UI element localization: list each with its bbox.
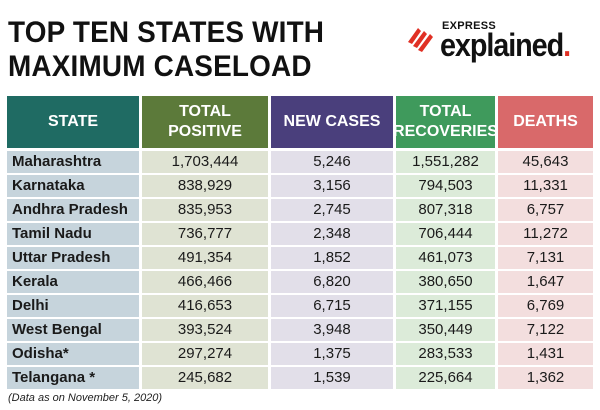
cell-state: West Bengal <box>7 319 139 341</box>
table-row: West Bengal 393,524 3,948 350,449 7,122 <box>7 319 593 341</box>
cell-deaths: 1,647 <box>498 271 593 293</box>
logo-dot: . <box>563 27 571 63</box>
cell-total-recoveries: 1,551,282 <box>396 151 495 173</box>
table-row: Karnataka 838,929 3,156 794,503 11,331 <box>7 175 593 197</box>
cell-state: Odisha* <box>7 343 139 365</box>
cell-state: Andhra Pradesh <box>7 199 139 221</box>
cell-deaths: 45,643 <box>498 151 593 173</box>
cell-deaths: 11,272 <box>498 223 593 245</box>
cell-deaths: 1,362 <box>498 367 593 389</box>
express-explained-logo: EXPRESS explained. <box>404 18 594 68</box>
cell-new-cases: 1,375 <box>271 343 393 365</box>
cell-total-positive: 736,777 <box>142 223 268 245</box>
table-row: Andhra Pradesh 835,953 2,745 807,318 6,757 <box>7 199 593 221</box>
cell-new-cases: 6,715 <box>271 295 393 317</box>
table-row: Uttar Pradesh 491,354 1,852 461,073 7,131 <box>7 247 593 269</box>
cell-deaths: 7,122 <box>498 319 593 341</box>
title-line-2: MAXIMUM CASELOAD <box>8 50 312 83</box>
table-row: Delhi 416,653 6,715 371,155 6,769 <box>7 295 593 317</box>
cell-total-recoveries: 807,318 <box>396 199 495 221</box>
cell-total-positive: 1,703,444 <box>142 151 268 173</box>
cell-total-positive: 245,682 <box>142 367 268 389</box>
logo-express-text: EXPRESS <box>442 20 497 32</box>
cell-total-recoveries: 794,503 <box>396 175 495 197</box>
cell-new-cases: 1,539 <box>271 367 393 389</box>
cell-total-positive: 491,354 <box>142 247 268 269</box>
header-new-cases: NEW CASES <box>271 96 393 148</box>
cell-new-cases: 2,348 <box>271 223 393 245</box>
cell-state: Tamil Nadu <box>7 223 139 245</box>
cell-new-cases: 3,948 <box>271 319 393 341</box>
cell-state: Maharashtra <box>7 151 139 173</box>
cell-new-cases: 5,246 <box>271 151 393 173</box>
table-row: Tamil Nadu 736,777 2,348 706,444 11,272 <box>7 223 593 245</box>
cell-new-cases: 6,820 <box>271 271 393 293</box>
cell-total-recoveries: 380,650 <box>396 271 495 293</box>
header-deaths: DEATHS <box>498 96 593 148</box>
header-total-positive: TOTAL POSITIVE <box>142 96 268 148</box>
cell-total-positive: 297,274 <box>142 343 268 365</box>
cell-total-recoveries: 706,444 <box>396 223 495 245</box>
table-row: Odisha* 297,274 1,375 283,533 1,431 <box>7 343 593 365</box>
logo-explained-text: explained. <box>440 27 571 63</box>
data-date-note: (Data as on November 5, 2020) <box>8 392 163 404</box>
cell-new-cases: 1,852 <box>271 247 393 269</box>
table-row: Telangana * 245,682 1,539 225,664 1,362 <box>7 367 593 389</box>
cell-total-recoveries: 371,155 <box>396 295 495 317</box>
cell-state: Kerala <box>7 271 139 293</box>
table-header-row: STATE TOTAL POSITIVE NEW CASES TOTAL REC… <box>7 96 593 148</box>
cell-total-positive: 466,466 <box>142 271 268 293</box>
express-logo-icon <box>408 28 433 52</box>
cell-state: Delhi <box>7 295 139 317</box>
cell-total-positive: 835,953 <box>142 199 268 221</box>
page-title: TOP TEN STATES WITH MAXIMUM CASELOAD <box>8 16 343 84</box>
header-total-recoveries: TOTAL RECOVERIES <box>393 96 498 148</box>
cell-total-recoveries: 225,664 <box>396 367 495 389</box>
cell-deaths: 1,431 <box>498 343 593 365</box>
cell-new-cases: 3,156 <box>271 175 393 197</box>
header-state: STATE <box>7 96 139 148</box>
cell-total-positive: 416,653 <box>142 295 268 317</box>
table-row: Kerala 466,466 6,820 380,650 1,647 <box>7 271 593 293</box>
title-line-1: TOP TEN STATES WITH <box>8 16 325 49</box>
cell-total-recoveries: 283,533 <box>396 343 495 365</box>
cell-state: Uttar Pradesh <box>7 247 139 269</box>
cell-state: Karnataka <box>7 175 139 197</box>
cell-total-positive: 838,929 <box>142 175 268 197</box>
cell-deaths: 11,331 <box>498 175 593 197</box>
cell-deaths: 7,131 <box>498 247 593 269</box>
logo-explained-word: explained <box>440 27 564 63</box>
cell-deaths: 6,757 <box>498 199 593 221</box>
cell-total-recoveries: 461,073 <box>396 247 495 269</box>
cell-total-positive: 393,524 <box>142 319 268 341</box>
cell-new-cases: 2,745 <box>271 199 393 221</box>
cell-state: Telangana * <box>7 367 139 389</box>
cell-total-recoveries: 350,449 <box>396 319 495 341</box>
cell-deaths: 6,769 <box>498 295 593 317</box>
table-row: Maharashtra 1,703,444 5,246 1,551,282 45,643 <box>7 151 593 173</box>
